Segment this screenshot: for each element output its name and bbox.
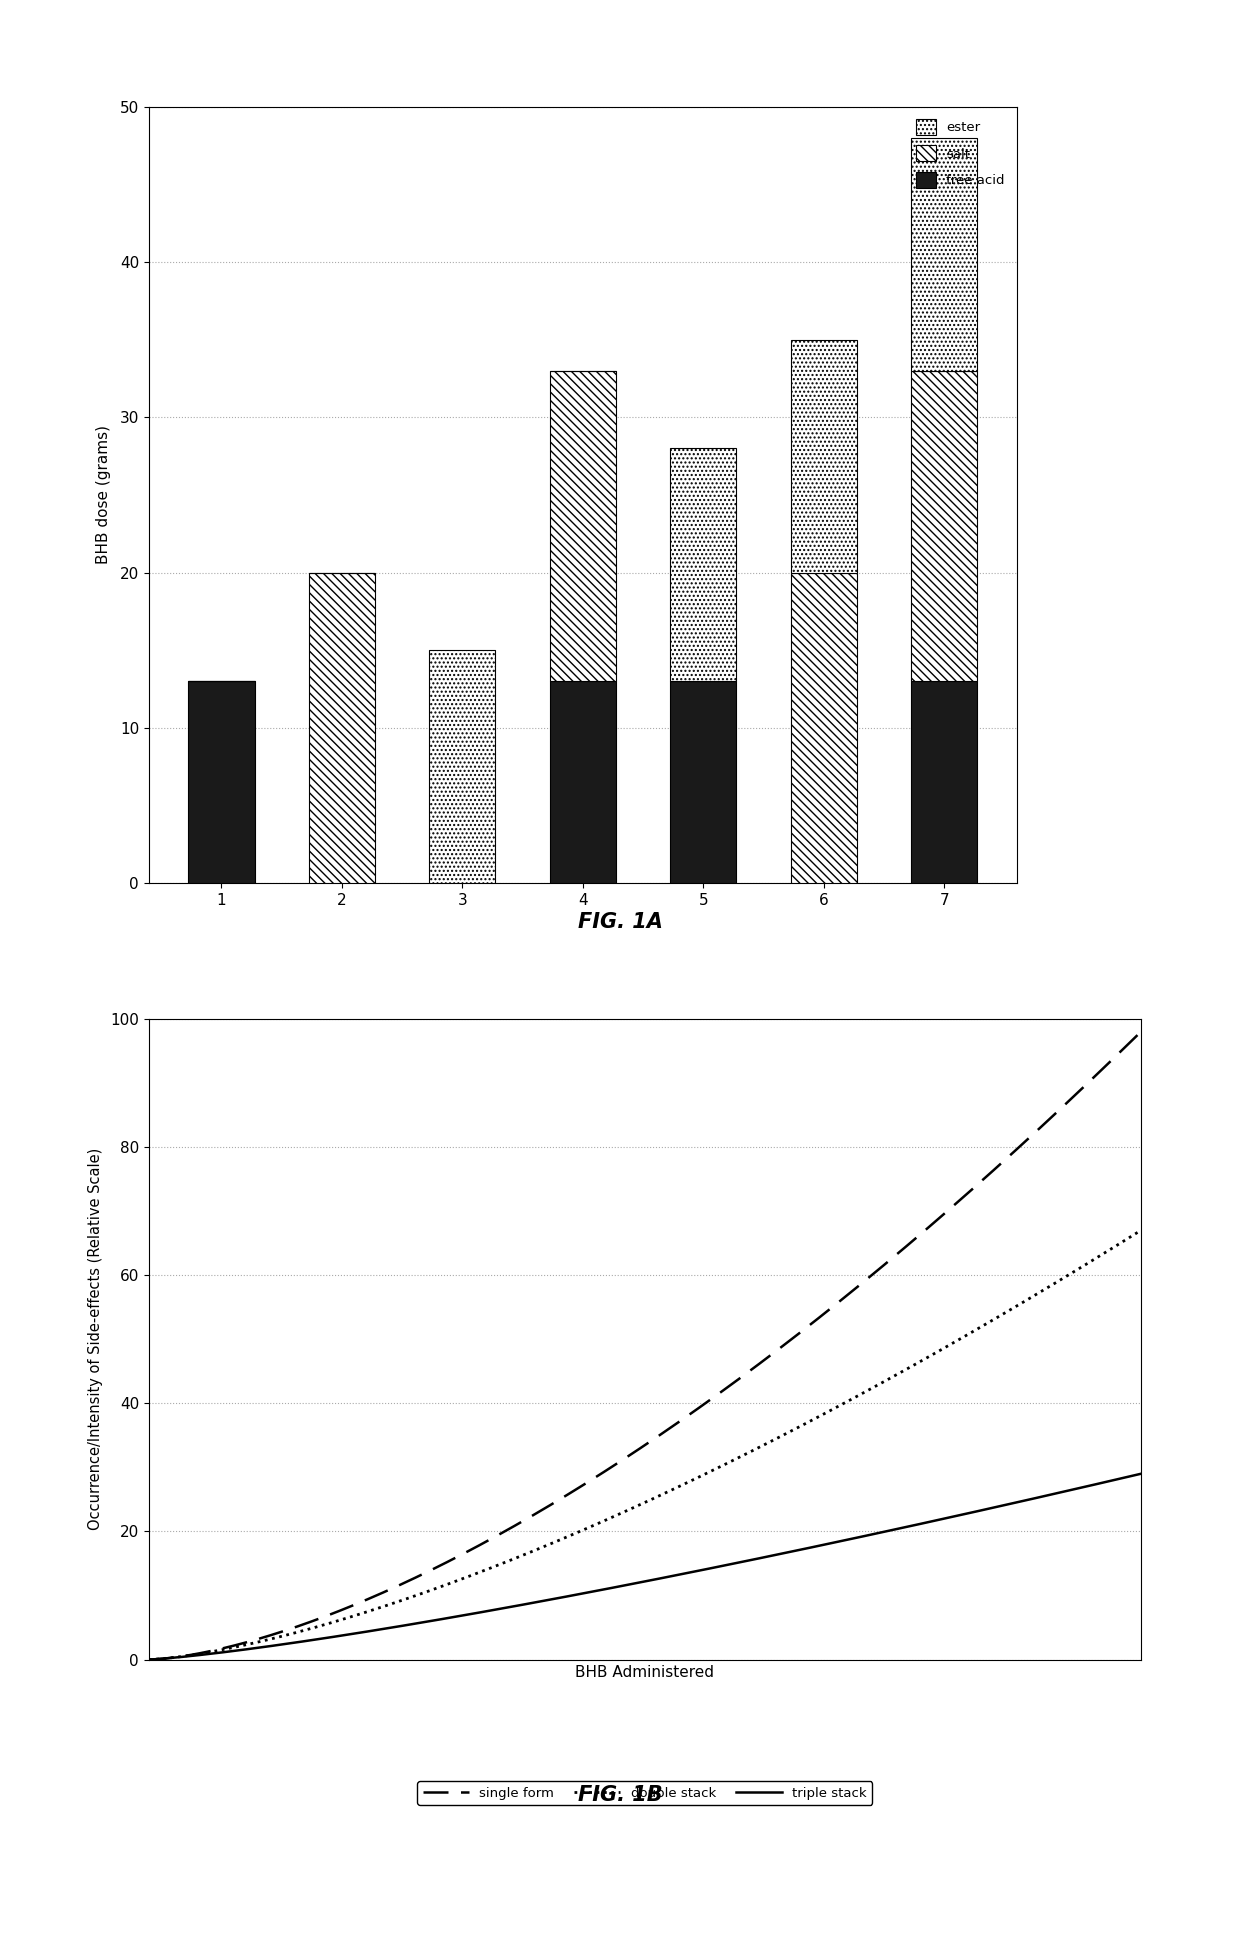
- Bar: [429, 650, 496, 883]
- Bar: [549, 681, 616, 883]
- double stack: [678, 1471, 693, 1495]
- Legend: single form, double stack, triple stack: single form, double stack, triple stack: [417, 1782, 873, 1805]
- Line: single form: single form: [149, 1033, 1141, 1660]
- Text: FIG. 1B: FIG. 1B: [578, 1786, 662, 1805]
- Bar: [791, 573, 857, 883]
- Y-axis label: Occurrence/Intensity of Side-effects (Relative Scale): Occurrence/Intensity of Side-effects (Re…: [88, 1149, 103, 1530]
- Y-axis label: BHB dose (grams): BHB dose (grams): [97, 425, 112, 565]
- single form: [732, 1366, 746, 1390]
- Line: double stack: double stack: [149, 1231, 1141, 1660]
- single form: [1110, 1044, 1125, 1068]
- single form: [1133, 1021, 1148, 1044]
- double stack: [141, 1648, 156, 1671]
- double stack: [732, 1446, 746, 1469]
- single form: [678, 1405, 693, 1429]
- double stack: [1110, 1234, 1125, 1258]
- triple stack: [955, 1502, 970, 1526]
- Bar: [309, 573, 374, 883]
- Bar: [791, 340, 857, 573]
- triple stack: [619, 1574, 634, 1597]
- Bar: [549, 371, 616, 681]
- triple stack: [732, 1551, 746, 1574]
- triple stack: [1110, 1467, 1125, 1491]
- single form: [619, 1446, 634, 1469]
- Bar: [911, 371, 977, 681]
- triple stack: [141, 1648, 156, 1671]
- Bar: [670, 448, 737, 681]
- single form: [955, 1186, 970, 1209]
- double stack: [955, 1326, 970, 1349]
- single form: [613, 1450, 627, 1473]
- Bar: [911, 681, 977, 883]
- single form: [141, 1648, 156, 1671]
- double stack: [1133, 1219, 1148, 1242]
- Bar: [911, 138, 977, 371]
- triple stack: [678, 1563, 693, 1586]
- double stack: [613, 1502, 627, 1526]
- Line: triple stack: triple stack: [149, 1473, 1141, 1660]
- triple stack: [613, 1574, 627, 1597]
- Bar: [670, 681, 737, 883]
- double stack: [619, 1500, 634, 1524]
- Text: FIG. 1A: FIG. 1A: [578, 912, 662, 932]
- X-axis label: BHB Administered: BHB Administered: [575, 1665, 714, 1681]
- Legend: ester, salt, free acid: ester, salt, free acid: [911, 113, 1011, 194]
- Bar: [188, 681, 254, 883]
- triple stack: [1133, 1462, 1148, 1485]
